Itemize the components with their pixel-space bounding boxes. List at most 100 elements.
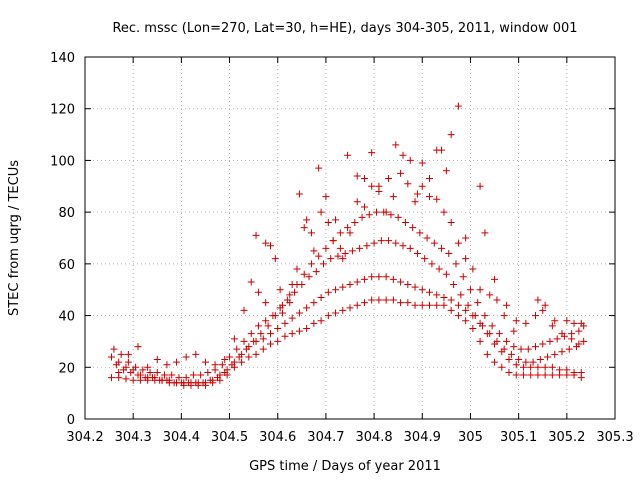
data-point — [539, 306, 547, 314]
data-point — [267, 340, 274, 348]
data-point — [274, 337, 282, 345]
data-point — [240, 306, 248, 314]
data-point — [368, 273, 376, 281]
data-point — [551, 350, 559, 358]
data-point — [332, 216, 340, 224]
data-point — [132, 363, 140, 371]
data-point — [459, 273, 467, 281]
data-point — [418, 286, 426, 294]
data-point — [360, 175, 368, 183]
data-point — [563, 366, 571, 374]
data-point — [462, 255, 470, 263]
data-point — [389, 193, 397, 201]
data-point — [471, 312, 479, 320]
data-point — [336, 244, 344, 252]
x-tick-label: 304.3 — [115, 430, 152, 445]
data-point — [532, 312, 539, 320]
data-point — [476, 337, 484, 345]
data-point — [452, 260, 460, 268]
data-point — [332, 286, 340, 294]
data-point — [397, 299, 405, 307]
data-point — [267, 242, 274, 250]
y-tick-label: 140 — [50, 51, 75, 66]
data-point — [300, 224, 308, 232]
data-point — [320, 260, 327, 268]
data-point — [447, 306, 455, 314]
x-tick-label: 304.4 — [163, 430, 200, 445]
x-tick-label: 305.3 — [596, 430, 633, 445]
data-point — [563, 317, 571, 325]
data-point — [310, 319, 318, 327]
y-tick-label: 0 — [67, 413, 75, 428]
data-point — [360, 203, 368, 211]
data-point — [510, 327, 518, 335]
data-point — [515, 356, 523, 364]
data-point — [214, 374, 221, 382]
data-point — [247, 278, 255, 286]
data-point — [250, 337, 258, 345]
data-point — [577, 368, 585, 376]
data-point — [310, 247, 318, 255]
data-point — [353, 198, 361, 206]
data-point — [134, 371, 142, 379]
data-point — [498, 363, 506, 371]
data-point — [300, 270, 308, 278]
data-point — [399, 242, 407, 250]
data-point — [568, 335, 576, 343]
data-point — [527, 363, 535, 371]
data-point — [575, 327, 583, 335]
data-point — [413, 250, 421, 258]
y-tick-label: 40 — [58, 310, 75, 325]
y-tick-label: 60 — [58, 258, 75, 273]
data-point — [175, 374, 183, 382]
data-point — [317, 317, 325, 325]
data-point — [418, 301, 426, 309]
data-point — [170, 379, 178, 387]
data-point — [512, 317, 520, 325]
x-tick-label: 304.6 — [259, 430, 296, 445]
data-point — [409, 224, 417, 232]
data-point — [324, 288, 332, 296]
data-point — [201, 358, 209, 366]
data-point — [293, 265, 301, 273]
data-point — [332, 309, 340, 317]
data-point — [185, 379, 193, 387]
data-point — [440, 293, 448, 301]
data-point — [570, 319, 578, 327]
data-point — [505, 368, 513, 376]
data-point — [493, 296, 501, 304]
data-point — [440, 208, 448, 216]
data-point — [428, 260, 436, 268]
data-point — [346, 281, 354, 289]
data-point — [153, 368, 161, 376]
data-point — [139, 366, 147, 374]
data-point — [539, 340, 547, 348]
data-point — [580, 337, 588, 345]
data-point — [389, 275, 397, 283]
data-point — [262, 317, 270, 325]
data-point — [122, 375, 130, 383]
data-point — [259, 335, 267, 343]
data-point — [544, 353, 552, 361]
data-point — [512, 361, 520, 369]
data-point — [522, 319, 530, 327]
data-point — [413, 190, 421, 198]
data-point — [238, 358, 246, 366]
y-tick-label: 80 — [58, 206, 75, 221]
data-point — [418, 159, 426, 167]
data-point — [254, 288, 262, 296]
chart-title: Rec. mssc (Lon=270, Lat=30, h=HE), days … — [112, 21, 577, 36]
data-point — [546, 337, 554, 345]
data-point — [447, 218, 455, 226]
data-point — [360, 275, 368, 283]
data-point — [404, 299, 412, 307]
data-point — [262, 299, 270, 307]
data-point — [271, 312, 279, 320]
x-tick-label: 304.5 — [211, 430, 248, 445]
data-point — [221, 368, 229, 376]
data-point — [375, 182, 383, 190]
data-point — [373, 208, 380, 216]
data-point — [488, 322, 496, 330]
data-point — [281, 332, 289, 340]
data-point — [433, 301, 441, 309]
